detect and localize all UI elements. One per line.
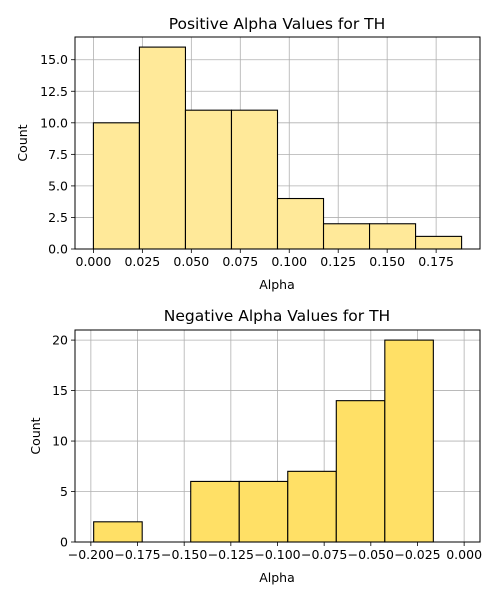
- histogram-bar: [93, 521, 143, 543]
- chart-title: Positive Alpha Values for TH: [169, 15, 386, 33]
- positive-alpha-chart: Positive Alpha Values for TH 0.000 0.025 0…: [15, 15, 481, 292]
- x-tick-label: 0.175: [418, 254, 454, 269]
- x-tick-label: 0.125: [320, 254, 356, 269]
- histogram-bar: [230, 109, 279, 250]
- x-tick-label: −0.025: [394, 547, 440, 562]
- plot-frame: [74, 36, 481, 250]
- histogram-bar: [384, 339, 434, 543]
- histogram-bar: [415, 235, 463, 250]
- y-tick-label: 0: [60, 535, 68, 550]
- y-tick-label: 7.5: [48, 147, 68, 162]
- y-tick-label: 15: [52, 383, 68, 398]
- x-tick-label: 0.050: [173, 254, 209, 269]
- histogram-bar: [190, 480, 240, 543]
- x-tick-label: −0.075: [301, 547, 347, 562]
- histogram-bar: [276, 197, 325, 250]
- y-tick-label: 12.5: [40, 84, 68, 99]
- y-tick-label: 20: [52, 333, 68, 348]
- x-tick-label: −0.100: [254, 547, 300, 562]
- x-axis-label: Alpha: [259, 570, 295, 585]
- y-tick-label: 5.0: [48, 178, 68, 193]
- x-tick-label: 0.075: [222, 254, 258, 269]
- x-tick-label: −0.125: [208, 547, 254, 562]
- y-tick-label: 10: [52, 434, 68, 449]
- x-tick-label: 0.000: [446, 547, 482, 562]
- bars: [93, 339, 434, 543]
- y-tick-label: 10.0: [40, 115, 68, 130]
- negative-alpha-chart: Negative Alpha Values for TH −0.200 −0.17…: [28, 307, 482, 585]
- histogram-bar: [287, 470, 337, 543]
- y-tick-label: 15.0: [40, 52, 68, 67]
- x-tick-label: −0.050: [348, 547, 394, 562]
- x-tick-label: −0.150: [161, 547, 207, 562]
- histogram-bar: [368, 223, 417, 250]
- chart-title: Negative Alpha Values for TH: [164, 307, 390, 325]
- x-ticks: 0.000 0.025 0.050 0.075 0.100 0.125 0.150 0.175: [76, 249, 454, 269]
- histogram-bar: [335, 400, 386, 543]
- bars: [92, 46, 463, 250]
- histogram-bar: [138, 46, 187, 250]
- y-tick-label: 5: [60, 484, 68, 499]
- x-axis-label: Alpha: [259, 277, 295, 292]
- y-axis-label: Count: [28, 417, 43, 454]
- x-tick-label: −0.200: [68, 547, 114, 562]
- y-ticks: 0 5 10 15 20: [52, 333, 75, 550]
- y-axis-label: Count: [15, 124, 30, 161]
- y-ticks: 0.0 2.5 5.0 7.5 10.0 12.5 15.0: [40, 52, 75, 257]
- histogram-bar: [322, 223, 371, 250]
- histogram-bar: [238, 480, 289, 543]
- x-tick-label: 0.100: [271, 254, 307, 269]
- x-tick-label: 0.150: [369, 254, 405, 269]
- histogram-bar: [184, 109, 233, 250]
- x-ticks: −0.200 −0.175 −0.150 −0.125 −0.100 −0.075 −0.0…: [68, 542, 482, 562]
- x-tick-label: 0.000: [76, 254, 112, 269]
- y-tick-label: 0.0: [48, 242, 68, 257]
- y-tick-label: 2.5: [48, 210, 68, 225]
- x-tick-label: 0.025: [124, 254, 160, 269]
- x-tick-label: −0.175: [114, 547, 160, 562]
- histogram-bar: [92, 122, 140, 250]
